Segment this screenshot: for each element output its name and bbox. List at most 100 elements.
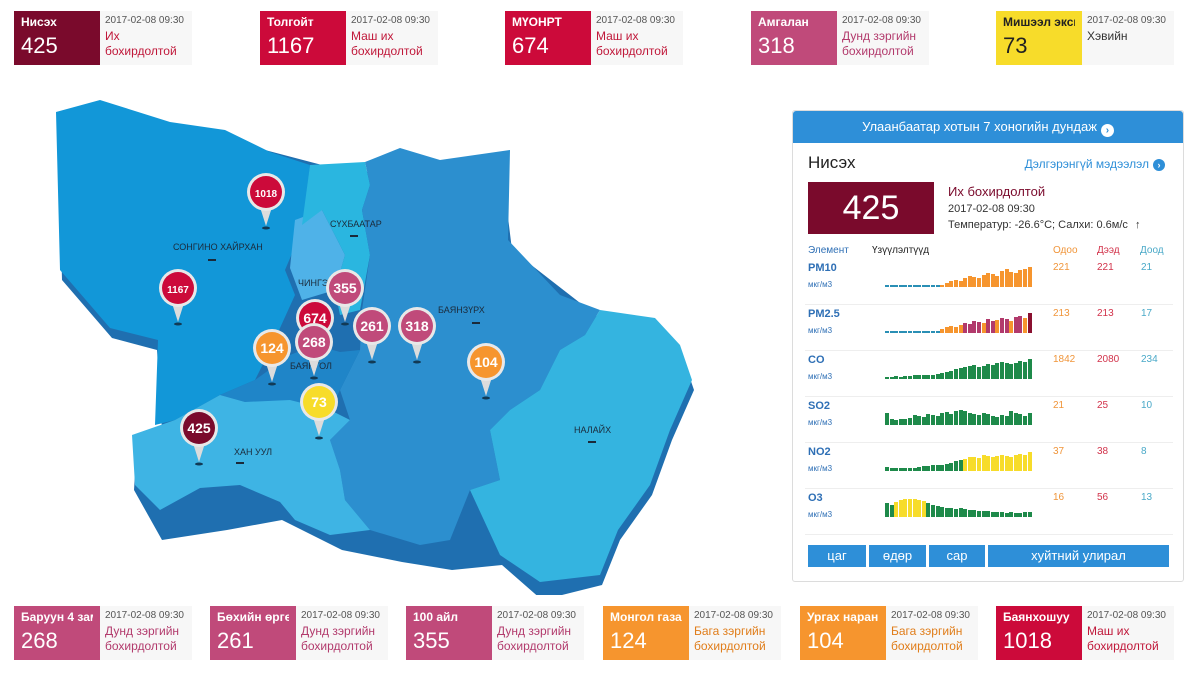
station-aqi-box: МҮОНРТ 674 (505, 11, 591, 65)
station-card[interactable]: Амгалан 318 2017-02-08 09:30 Дунд зэргийн б… (751, 11, 929, 65)
station-pin[interactable]: 268 (295, 323, 333, 380)
station-card[interactable]: Баянхошуу 1018 2017-02-08 09:30 Маш их бохи… (996, 606, 1174, 660)
station-aqi: 1167 (267, 33, 315, 58)
station-pin[interactable]: 261 (353, 307, 391, 364)
trend-bar (926, 375, 931, 379)
pollutant-name: PM2.5 (808, 308, 840, 320)
trend-bar (912, 375, 917, 379)
period-button-winter[interactable]: хуйтний улирал (988, 545, 1169, 567)
station-card[interactable]: Бөхийн өргөө 261 2017-02-08 09:30 Дунд зэрг… (210, 606, 388, 660)
region-bayanzurkh[interactable] (330, 148, 600, 545)
station-card[interactable]: Баруун 4 зам 268 2017-02-08 09:30 Дунд зэрг… (14, 606, 192, 660)
trend-bar (898, 419, 903, 425)
trend-bar (986, 414, 991, 425)
weekly-average-panel: Улаанбаатар хотын 7 хоногийн дундаж › Нис… (792, 110, 1184, 582)
pollutant-row[interactable]: PM10 мкг/м3 221 221 21 (805, 259, 1173, 305)
pollutant-row[interactable]: CO мкг/м3 1842 2080 234 (805, 351, 1173, 397)
station-pin[interactable]: 73 (300, 383, 338, 440)
trend-bar (990, 321, 995, 333)
station-name: Ургах наран (807, 610, 879, 624)
pollutant-row[interactable]: SO2 мкг/м3 21 25 10 (805, 397, 1173, 443)
trend-bar (990, 457, 995, 471)
region-songino-khairkhan[interactable] (56, 100, 310, 425)
trend-bar (981, 413, 986, 425)
value-now: 16 (1053, 492, 1065, 503)
panel-header[interactable]: Улаанбаатар хотын 7 хоногийн дундаж › (793, 111, 1183, 143)
station-pin[interactable]: 318 (398, 307, 436, 364)
pollutant-row[interactable]: PM2.5 мкг/м3 213 213 17 (805, 305, 1173, 351)
pin-value: 318 (405, 318, 429, 334)
station-time: 2017-02-08 09:30 (301, 610, 380, 621)
trend-bar (967, 510, 972, 517)
station-name: Баянхошуу (1003, 610, 1070, 624)
trend-bar (1013, 455, 1018, 471)
period-button-day[interactable]: өдөр (869, 545, 926, 567)
trend-bar (954, 369, 958, 379)
trend-bar (944, 327, 949, 333)
pollutant-row[interactable]: NO2 мкг/м3 37 38 8 (805, 443, 1173, 489)
station-aqi-box: Баруун 4 зам 268 (14, 606, 100, 660)
station-pin[interactable]: 1018 (247, 173, 285, 230)
station-pin[interactable]: 425 (180, 409, 218, 466)
station-status: Дунд зэргийн бохирдолтой (497, 624, 572, 653)
station-time: 2017-02-08 09:30 (891, 610, 970, 621)
pollutant-name: PM10 (808, 262, 837, 274)
station-pin[interactable]: 104 (467, 343, 505, 400)
pollutant-name: NO2 (808, 446, 831, 458)
station-pin[interactable]: 1167 (159, 269, 197, 326)
pollutant-name: O3 (808, 492, 823, 504)
station-time: 2017-02-08 09:30 (351, 15, 430, 26)
station-pin[interactable]: 124 (253, 329, 291, 386)
station-aqi-box: Бөхийн өргөө 261 (210, 606, 296, 660)
trend-bar (990, 365, 995, 379)
trend-bar (1004, 416, 1009, 425)
station-meta: 2017-02-08 09:30 Маш их бохирдолтой (596, 15, 684, 59)
period-buttons: цаг өдөр сар хуйтний улирал (808, 545, 1169, 567)
trend-bar (940, 413, 945, 425)
pin-dot (303, 386, 335, 418)
trend-bar (931, 331, 935, 333)
station-card[interactable]: Толгойт 1167 2017-02-08 09:30 Маш их бохирд… (260, 11, 438, 65)
more-info-link[interactable]: Дэлгэрэнгүй мэдээлэл › (1025, 157, 1165, 171)
pin-value: 104 (474, 354, 498, 370)
trend-bar (977, 511, 981, 517)
pin-shadow (482, 396, 490, 400)
trend-bar (977, 367, 981, 379)
trend-bar (944, 412, 949, 425)
trend-bar (889, 377, 894, 379)
period-button-hour[interactable]: цаг (808, 545, 866, 567)
station-status: Хэвийн (1087, 29, 1128, 43)
station-card[interactable]: Ургах наран 104 2017-02-08 09:30 Бага зэрги… (800, 606, 978, 660)
trend-bar (977, 458, 981, 471)
period-button-month[interactable]: сар (929, 545, 985, 567)
pollutant-row[interactable]: O3 мкг/м3 16 56 13 (805, 489, 1173, 535)
trend-bar (935, 285, 940, 287)
station-card[interactable]: МҮОНРТ 674 2017-02-08 09:30 Маш их бохирдол… (505, 11, 683, 65)
station-card[interactable]: Нисэх 425 2017-02-08 09:30 Их бохирдолтой (14, 11, 192, 65)
value-now: 213 (1053, 308, 1070, 319)
label-sukhbaatar: СҮХБААТАР (330, 219, 382, 229)
col-now: Одоо (1053, 245, 1078, 256)
trend-bar (981, 455, 986, 471)
trend-bar (931, 415, 935, 425)
station-card[interactable]: Мишээл экспо 73 2017-02-08 09:30 Хэвийн (996, 11, 1174, 65)
trend-bar (949, 508, 954, 517)
station-aqi: 261 (217, 628, 254, 653)
trend-bar (995, 512, 1000, 517)
trend-bar (931, 285, 935, 287)
pin-shadow (174, 322, 182, 326)
pollutant-unit: мкг/м3 (808, 464, 833, 473)
station-card[interactable]: 100 айл 355 2017-02-08 09:30 Дунд зэргийн б… (406, 606, 584, 660)
station-pin[interactable]: 355 (326, 269, 364, 326)
trend-bar (963, 411, 968, 425)
trend-bar (1027, 413, 1032, 425)
trend-bar (981, 511, 986, 517)
station-card[interactable]: Монгол газар 124 2017-02-08 09:30 Бага зэрг… (603, 606, 781, 660)
trend-bar (1004, 269, 1009, 287)
region-nalaikh[interactable] (470, 310, 692, 582)
pin-value: 355 (333, 280, 357, 296)
pin-dot (256, 332, 288, 364)
trend-bar (972, 510, 977, 517)
trend-bar (917, 467, 922, 471)
pollutant-name: SO2 (808, 400, 831, 412)
